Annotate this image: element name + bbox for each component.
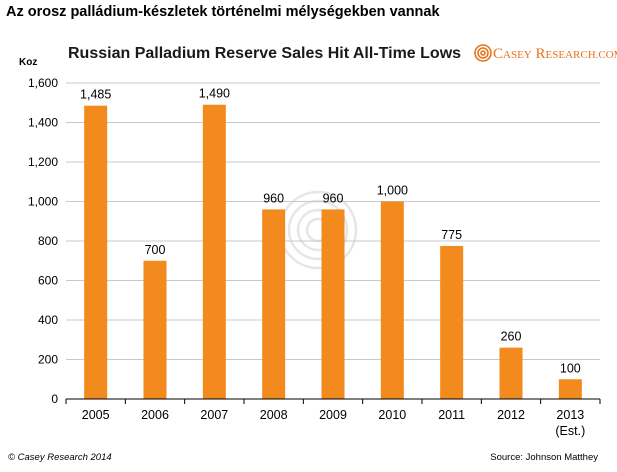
data-label-2013: 100	[560, 361, 581, 375]
bar-2006	[143, 260, 167, 399]
data-label-2007: 1,490	[199, 87, 230, 101]
bar-2011	[440, 245, 464, 399]
copyright-text: © Casey Research 2014	[8, 452, 112, 463]
x-tick-label: 2007	[200, 408, 228, 422]
bar-2008	[262, 209, 286, 399]
data-label-2012: 260	[501, 330, 522, 344]
data-label-2008: 960	[263, 191, 284, 205]
data-label-2009: 960	[323, 191, 344, 205]
logo-mark-icon	[474, 44, 492, 62]
y-tick-label: 1,600	[28, 76, 58, 90]
source-text: Source: Johnson Matthey	[490, 452, 598, 463]
bar-2010	[380, 201, 404, 399]
y-tick-label: 600	[38, 274, 58, 288]
data-label-2010: 1,000	[377, 184, 408, 198]
bar-2012	[499, 347, 523, 399]
y-tick-label: 800	[38, 234, 58, 248]
x-tick-sublabel: (Est.)	[555, 424, 585, 438]
y-tick-label: 0	[51, 392, 58, 406]
data-label-2006: 700	[145, 243, 166, 257]
y-tick-label: 200	[38, 353, 58, 367]
y-axis-ticks: 0 200 400 600 800 1,000 1,200 1,400 1,600	[28, 76, 58, 406]
x-tick-label: 2008	[260, 408, 288, 422]
y-tick-label: 1,400	[28, 116, 58, 130]
x-tick-label: 2011	[438, 408, 465, 422]
chart-title: Russian Palladium Reserve Sales Hit All-…	[68, 45, 461, 62]
x-tick-label: 2006	[141, 408, 169, 422]
y-tick-label: 1,000	[28, 195, 58, 209]
page-title: Az orosz palládium-készletek történelmi …	[6, 4, 440, 20]
y-axis-unit-label: Koz	[19, 57, 37, 68]
y-tick-label: 1,200	[28, 155, 58, 169]
data-label-2005: 1,485	[80, 88, 111, 102]
x-tick-label: 2013	[556, 408, 584, 422]
bar-2005	[84, 105, 108, 400]
x-tick-label: 2010	[378, 408, 406, 422]
bar-2007	[202, 104, 226, 399]
bars	[84, 104, 582, 400]
bar-2013	[558, 379, 582, 399]
data-labels: 1,485 700 1,490 960 960 1,000 775 260 100	[80, 87, 581, 376]
data-label-2011: 775	[441, 228, 462, 242]
x-tick-label: 2009	[319, 408, 347, 422]
bar-2009	[321, 209, 345, 399]
y-tick-label: 400	[38, 313, 58, 327]
logo-text: CASEY RESEARCH.COM	[493, 46, 617, 62]
casey-research-logo: CASEY RESEARCH.COM	[474, 44, 617, 62]
x-tick-label: 2005	[82, 408, 110, 422]
watermark	[278, 190, 358, 270]
x-tick-label: 2012	[497, 408, 525, 422]
x-axis-ticks: 2005 2006 2007 2008 2009 2010 2011 2012 2013 (Est…	[65, 399, 601, 438]
